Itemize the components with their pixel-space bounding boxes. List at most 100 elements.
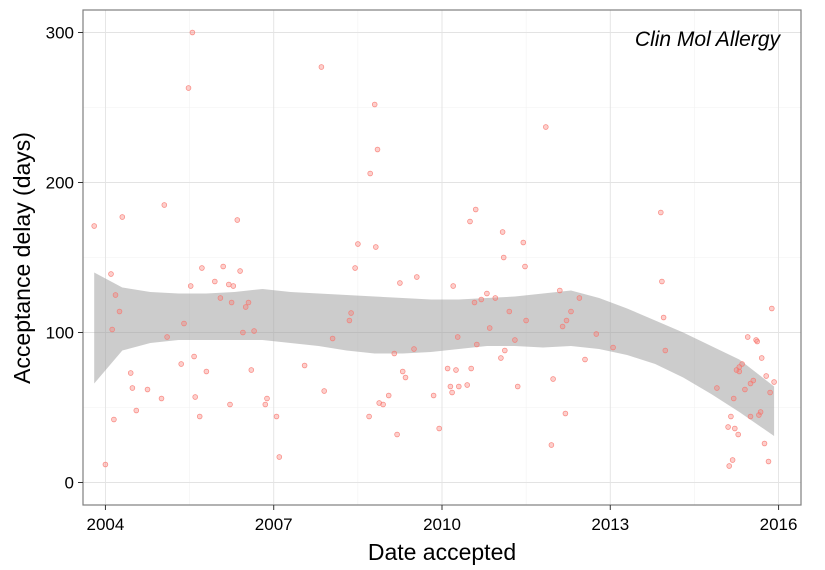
data-point [761, 440, 768, 447]
data-point [472, 206, 479, 213]
data-point [744, 334, 751, 340]
data-points [91, 29, 777, 469]
data-point [543, 124, 549, 130]
data-point [502, 347, 508, 354]
data-point [399, 368, 406, 375]
data-point [191, 353, 197, 360]
data-point [144, 386, 151, 393]
data-point [196, 413, 203, 420]
data-point [203, 368, 210, 375]
data-point [371, 101, 378, 108]
data-point [189, 29, 196, 36]
y-tick-label: 100 [46, 324, 74, 343]
y-tick-label: 0 [65, 474, 74, 493]
data-point [158, 395, 165, 402]
data-point [301, 362, 308, 369]
data-point [436, 425, 442, 432]
data-point [454, 334, 461, 340]
x-tick-label: 2013 [591, 515, 629, 534]
data-point [658, 209, 664, 216]
data-point [725, 424, 731, 430]
data-point [192, 394, 198, 400]
data-point [548, 442, 555, 448]
data-point [264, 395, 270, 402]
x-tick-label: 2004 [87, 515, 125, 534]
data-point [220, 263, 226, 270]
data-point [321, 388, 327, 394]
data-point [397, 280, 403, 286]
data-point [245, 299, 252, 306]
data-point [226, 281, 232, 288]
data-point [276, 454, 283, 460]
data-point [161, 202, 168, 208]
data-point [514, 383, 521, 390]
data-point [251, 328, 257, 334]
data-point [453, 367, 459, 373]
data-point [366, 413, 372, 420]
data-point [262, 401, 269, 408]
data-point [732, 425, 738, 432]
data-point [767, 389, 773, 396]
data-point [747, 413, 754, 420]
x-tick-label: 2016 [760, 515, 798, 534]
x-tick-label: 2007 [255, 515, 293, 534]
data-point [240, 329, 246, 336]
x-axis-title: Date accepted [368, 539, 516, 565]
data-point [520, 239, 527, 246]
data-point [373, 244, 379, 250]
data-point [754, 338, 760, 345]
data-point [355, 241, 361, 247]
data-point [563, 317, 570, 324]
y-axis-title: Acceptance delay (days) [9, 132, 35, 384]
data-point [593, 331, 600, 337]
data-point [467, 218, 473, 225]
data-point [757, 409, 764, 415]
data-point [116, 308, 123, 315]
data-point [726, 463, 732, 469]
data-point [739, 361, 745, 367]
data-point [109, 326, 115, 333]
data-point [230, 283, 237, 289]
data-point [185, 85, 192, 91]
data-point [500, 254, 507, 261]
data-point [769, 305, 775, 312]
confidence-band [94, 272, 775, 436]
data-point [242, 304, 249, 310]
data-point [217, 295, 224, 301]
x-tick-label: 2010 [423, 515, 461, 534]
data-point [468, 365, 474, 372]
data-point [127, 370, 134, 376]
data-point [329, 335, 336, 342]
data-point [763, 373, 769, 379]
data-point [129, 385, 136, 391]
data-point [742, 386, 748, 393]
data-point [234, 217, 241, 223]
data-point [498, 355, 504, 361]
data-point [385, 392, 392, 399]
data-point [411, 346, 417, 352]
data-point [447, 383, 454, 390]
data-point [523, 317, 529, 324]
data-point [367, 170, 373, 177]
data-point [178, 361, 184, 367]
data-point [559, 323, 566, 330]
data-point [729, 457, 736, 463]
data-point [402, 374, 409, 381]
data-point [111, 416, 117, 423]
data-point [728, 413, 734, 420]
data-point [756, 412, 762, 418]
data-point [474, 341, 480, 348]
data-point [273, 413, 280, 420]
data-point [736, 368, 743, 375]
data-point [212, 278, 218, 285]
data-point [374, 146, 381, 153]
data-point [199, 265, 205, 271]
data-point [430, 392, 437, 399]
x-axis-ticks: 2004 2007 2010 2013 2016 [87, 505, 798, 534]
data-point [582, 356, 588, 363]
data-point [471, 299, 478, 306]
data-point [522, 263, 528, 270]
data-point [450, 283, 456, 289]
data-point [119, 214, 126, 220]
